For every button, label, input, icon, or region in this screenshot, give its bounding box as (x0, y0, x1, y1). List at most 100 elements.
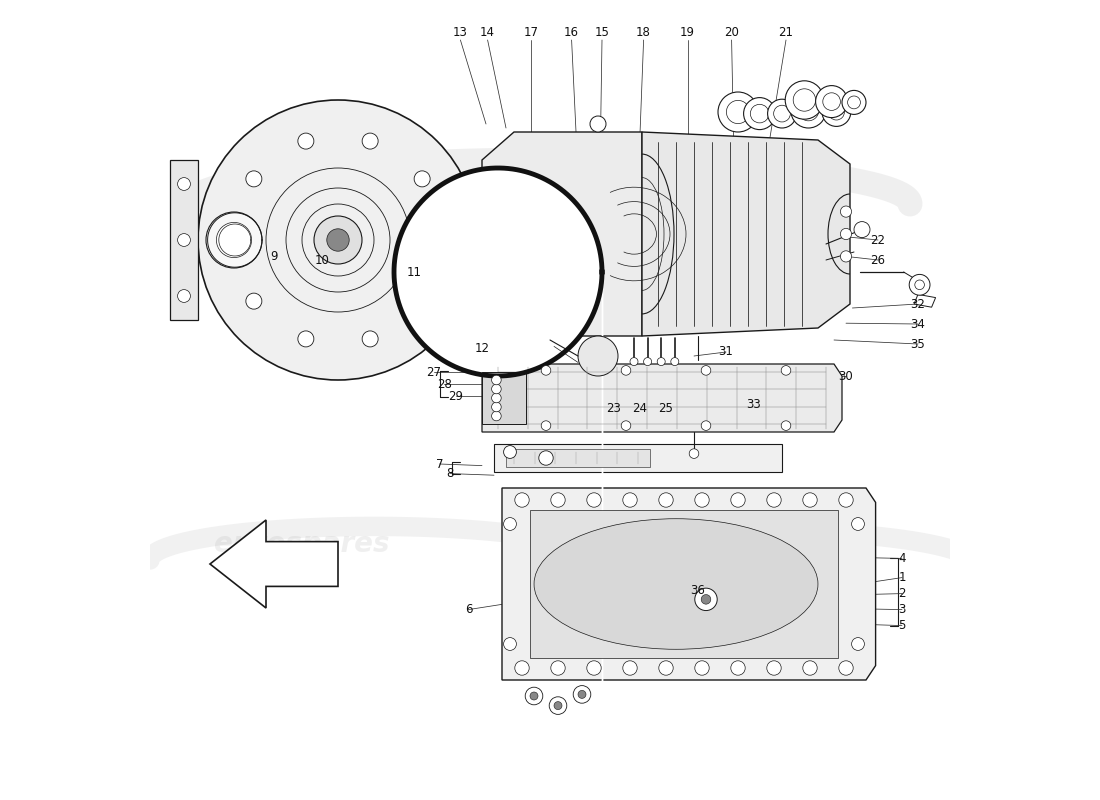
Polygon shape (502, 488, 876, 680)
Text: 12: 12 (474, 342, 490, 354)
Text: 25: 25 (659, 402, 673, 414)
Circle shape (848, 96, 860, 109)
Circle shape (246, 171, 262, 187)
Circle shape (730, 661, 745, 675)
Circle shape (515, 493, 529, 507)
Text: 4: 4 (899, 552, 905, 565)
Text: 9: 9 (271, 250, 277, 262)
Circle shape (177, 178, 190, 190)
Circle shape (659, 661, 673, 675)
Circle shape (362, 133, 378, 149)
Circle shape (910, 274, 930, 295)
Text: 28: 28 (437, 378, 452, 390)
Circle shape (539, 450, 553, 465)
Text: 11: 11 (407, 266, 421, 278)
Circle shape (701, 594, 711, 604)
Text: 30: 30 (838, 370, 854, 382)
Circle shape (726, 100, 749, 123)
Circle shape (803, 661, 817, 675)
Circle shape (504, 638, 516, 650)
Circle shape (785, 81, 824, 119)
Circle shape (695, 493, 710, 507)
Circle shape (822, 98, 850, 126)
Circle shape (198, 100, 478, 380)
Circle shape (781, 366, 791, 375)
Circle shape (492, 384, 502, 394)
Circle shape (206, 212, 262, 268)
Text: 2: 2 (899, 587, 905, 600)
Circle shape (659, 493, 673, 507)
Circle shape (851, 518, 865, 530)
Text: 1: 1 (899, 571, 905, 584)
Circle shape (840, 206, 851, 217)
Circle shape (492, 375, 502, 385)
Circle shape (414, 171, 430, 187)
Circle shape (767, 493, 781, 507)
Text: eurospares: eurospares (246, 202, 421, 230)
Circle shape (586, 493, 602, 507)
Text: 29: 29 (448, 390, 463, 402)
Circle shape (298, 331, 314, 347)
Circle shape (551, 661, 565, 675)
Circle shape (492, 411, 502, 421)
Circle shape (434, 232, 450, 248)
Text: 31: 31 (718, 346, 734, 358)
Circle shape (578, 336, 618, 376)
Text: 26: 26 (870, 254, 886, 266)
Circle shape (226, 232, 242, 248)
Text: 33: 33 (747, 398, 761, 410)
Text: 8: 8 (447, 467, 453, 480)
Circle shape (768, 99, 796, 128)
Text: 16: 16 (564, 26, 579, 38)
Polygon shape (210, 520, 338, 608)
Circle shape (839, 661, 854, 675)
Circle shape (414, 293, 430, 309)
Circle shape (915, 280, 924, 290)
Text: eurospares: eurospares (590, 202, 766, 230)
Text: 36: 36 (691, 584, 705, 597)
Polygon shape (482, 372, 526, 424)
Circle shape (362, 331, 378, 347)
Circle shape (644, 358, 651, 366)
Circle shape (525, 687, 542, 705)
Bar (506, 449, 650, 467)
Circle shape (840, 229, 851, 240)
Text: 19: 19 (680, 26, 695, 38)
Circle shape (767, 661, 781, 675)
Circle shape (690, 449, 698, 458)
Text: 20: 20 (724, 26, 739, 38)
Text: 6: 6 (464, 603, 472, 616)
Polygon shape (482, 364, 842, 432)
Circle shape (492, 393, 502, 402)
Circle shape (854, 222, 870, 238)
Text: 7: 7 (436, 458, 443, 470)
Circle shape (621, 421, 630, 430)
Circle shape (701, 366, 711, 375)
Circle shape (554, 702, 562, 710)
Circle shape (549, 697, 566, 714)
Circle shape (798, 100, 818, 121)
Circle shape (840, 250, 851, 262)
Circle shape (590, 116, 606, 132)
Circle shape (695, 661, 710, 675)
Circle shape (298, 133, 314, 149)
Circle shape (842, 90, 866, 114)
Circle shape (815, 86, 848, 118)
Text: 5: 5 (899, 619, 905, 632)
Text: 10: 10 (315, 254, 329, 266)
Circle shape (718, 92, 758, 132)
Text: 35: 35 (911, 338, 925, 350)
Text: 22: 22 (870, 234, 886, 246)
Text: 34: 34 (911, 318, 925, 330)
Circle shape (177, 234, 190, 246)
Text: 15: 15 (595, 26, 609, 38)
Circle shape (530, 692, 538, 700)
Bar (170, 160, 198, 320)
Text: 13: 13 (453, 26, 468, 38)
Text: 32: 32 (911, 298, 925, 310)
Text: 18: 18 (636, 26, 651, 38)
Text: 21: 21 (779, 26, 793, 38)
Circle shape (541, 421, 551, 430)
Circle shape (695, 588, 717, 610)
Circle shape (823, 93, 840, 110)
